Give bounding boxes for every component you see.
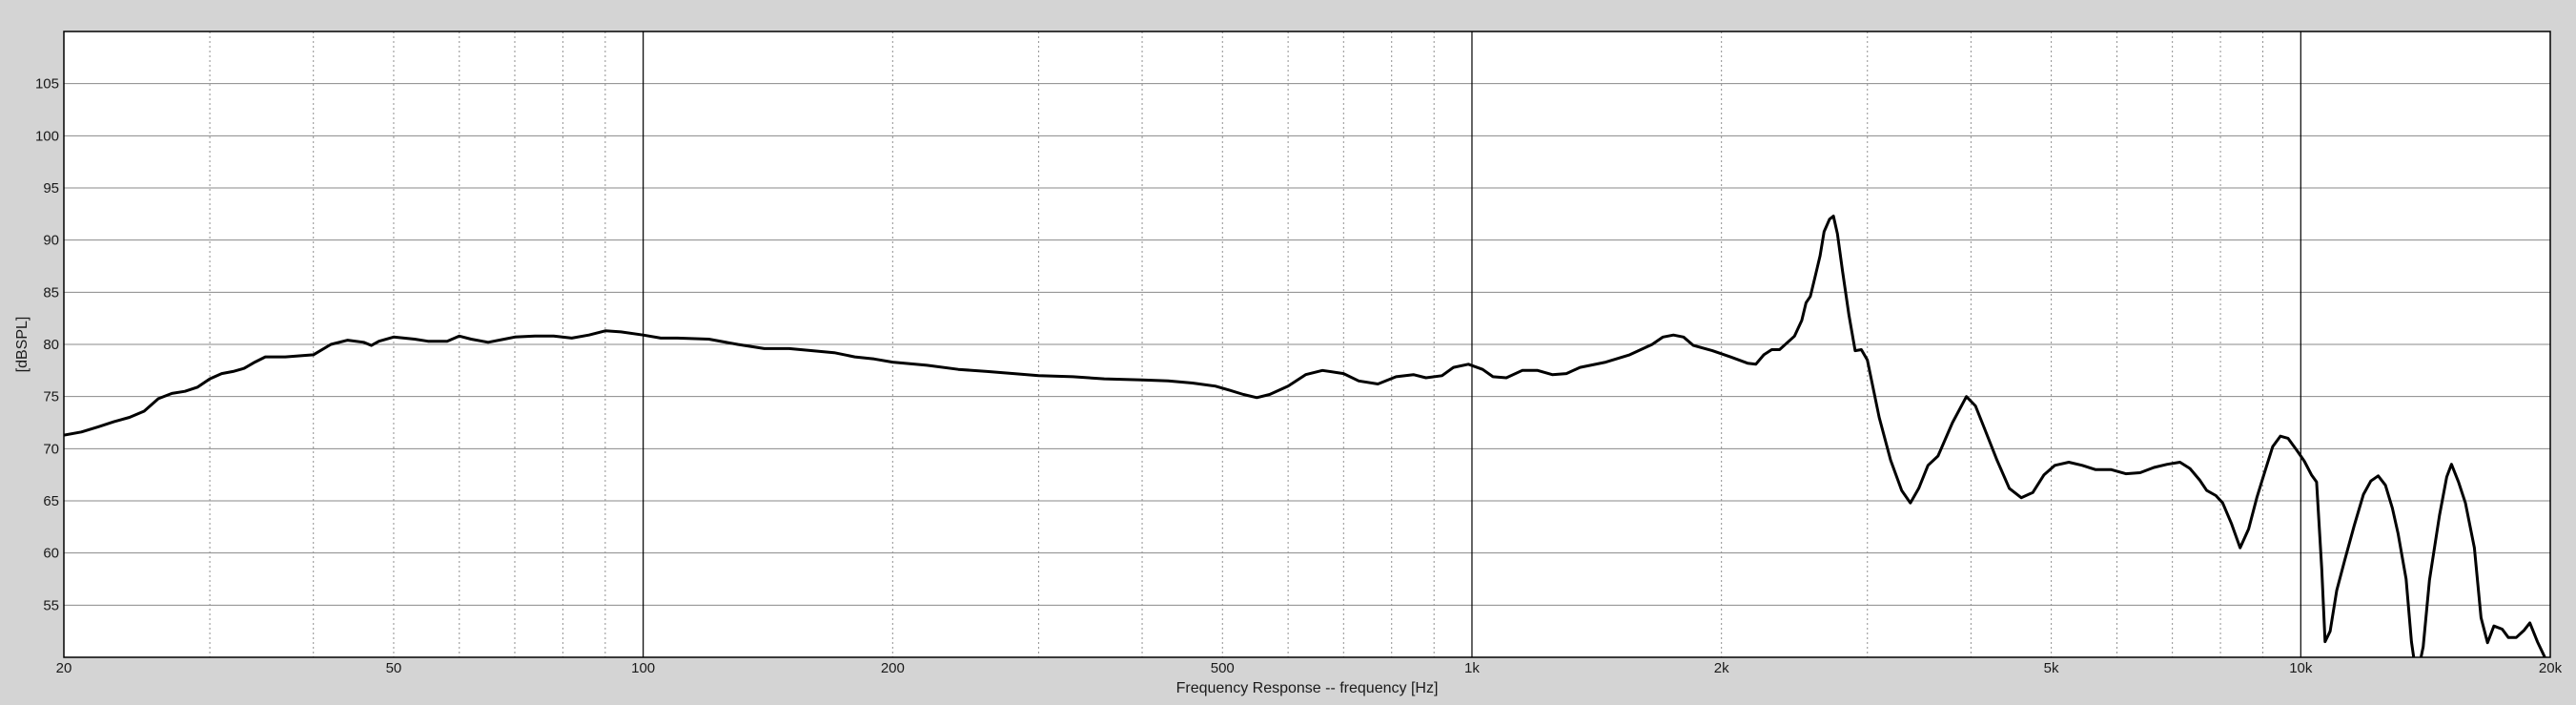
x-tick-label: 50 xyxy=(386,660,402,676)
y-tick-label: 85 xyxy=(43,284,59,301)
x-tick-label: 1k xyxy=(1464,660,1480,676)
x-tick-label: 20 xyxy=(56,660,72,676)
x-tick-label: 500 xyxy=(1211,660,1235,676)
x-tick-label: 20k xyxy=(2539,660,2563,676)
y-tick-label: 55 xyxy=(43,597,59,613)
x-axis-title: Frequency Response -- frequency [Hz] xyxy=(1176,680,1439,696)
plot-frame xyxy=(63,31,2551,658)
x-tick-label: 200 xyxy=(881,660,905,676)
grid xyxy=(64,31,2550,657)
y-tick-label: 100 xyxy=(35,128,59,144)
y-tick-label: 105 xyxy=(35,76,59,93)
y-tick-label: 90 xyxy=(43,233,59,249)
y-tick-label: 65 xyxy=(43,493,59,509)
y-axis-title: [dBSPL] xyxy=(14,317,31,373)
series-line xyxy=(64,215,2546,657)
x-tick-label: 5k xyxy=(2044,660,2059,676)
y-tick-label: 80 xyxy=(43,337,59,353)
y-tick-label: 70 xyxy=(43,441,59,457)
y-tick-label: 95 xyxy=(43,180,59,197)
x-tick-label: 10k xyxy=(2289,660,2313,676)
y-tick-label: 60 xyxy=(43,546,59,562)
series-group xyxy=(64,215,2546,657)
x-tick-label: 2k xyxy=(1714,660,1729,676)
y-tick-label: 75 xyxy=(43,389,59,405)
x-tick-label: 100 xyxy=(631,660,655,676)
axis-ticks: 55 60 65 70 75 80 85 90 95 100 105 20 50 100 200 500 1k 2… xyxy=(35,76,2563,676)
